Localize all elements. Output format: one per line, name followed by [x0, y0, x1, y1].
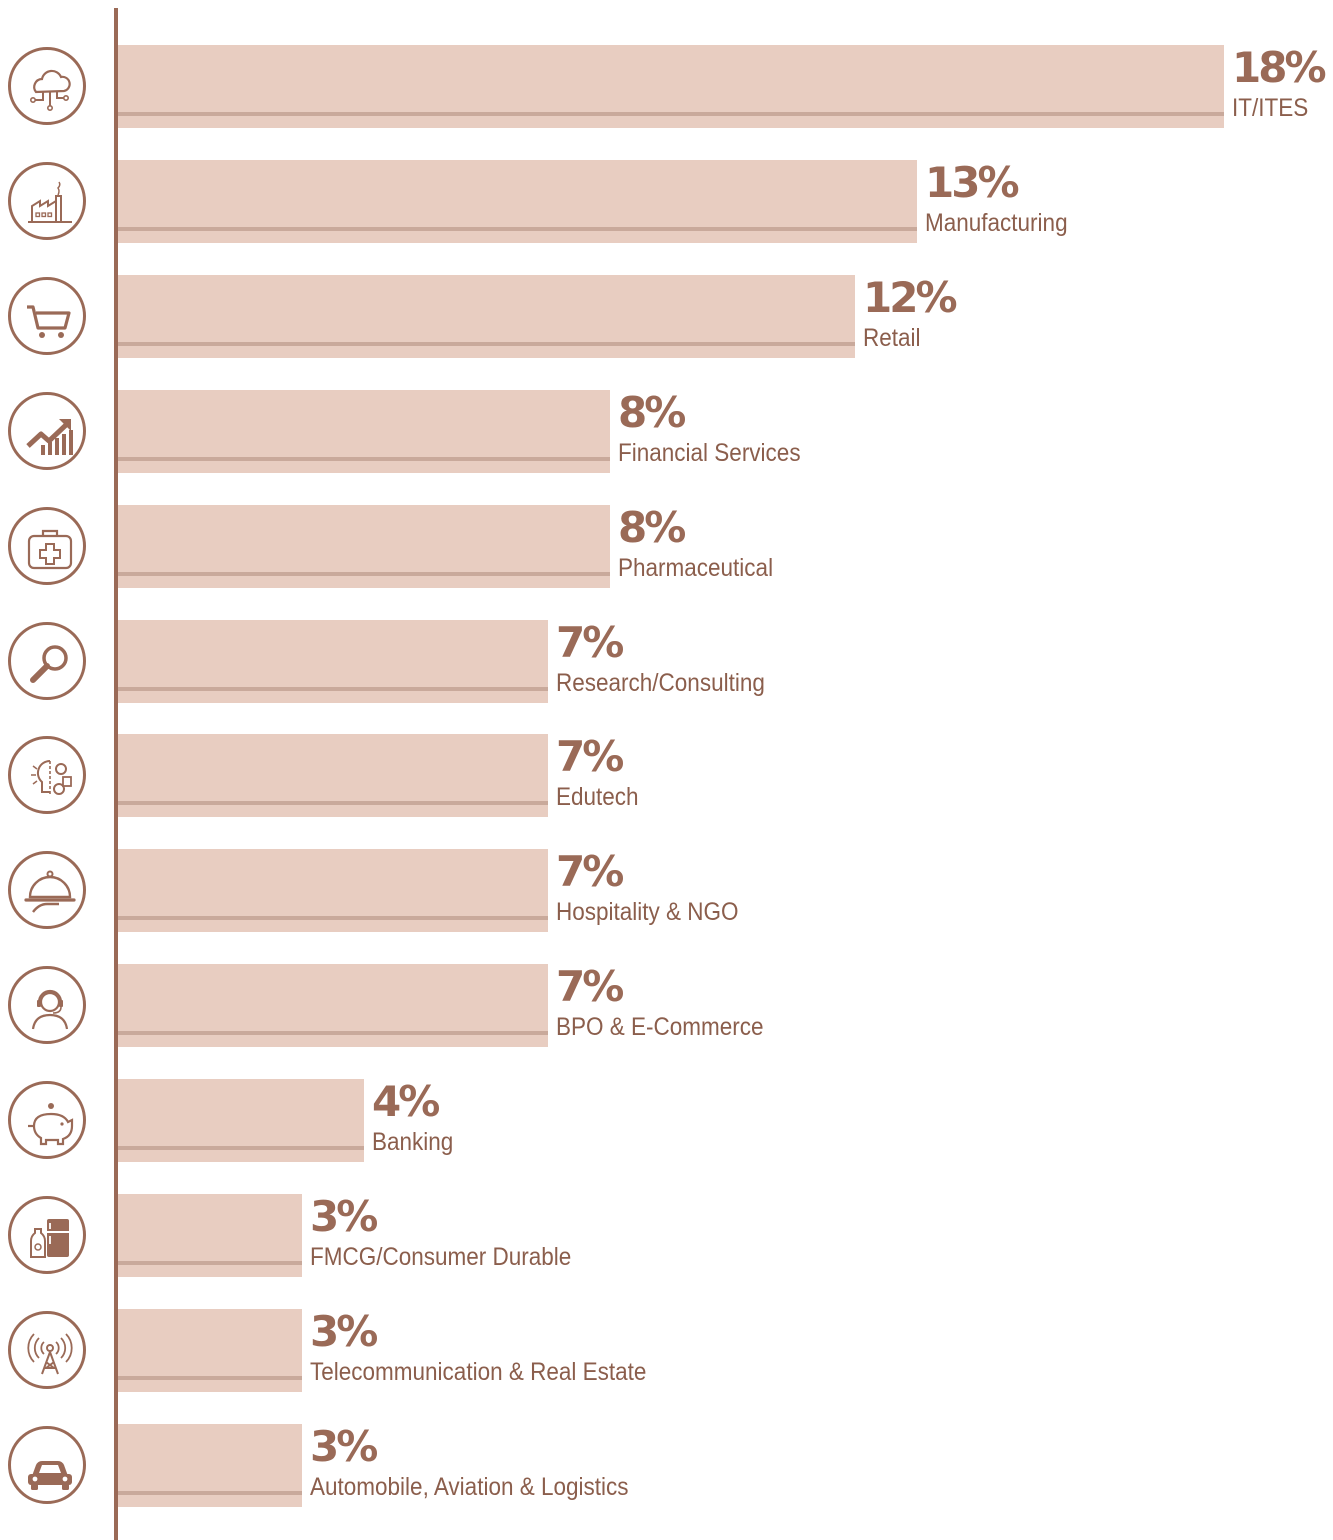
bar-shadow [118, 801, 548, 817]
growth-chart-icon [8, 392, 86, 470]
bar [118, 275, 855, 358]
bar [118, 505, 610, 588]
category-label: Pharmaceutical [618, 554, 774, 582]
bar-shadow [118, 1031, 548, 1047]
bottle-fridge-icon [8, 1196, 86, 1274]
bar-shadow [118, 227, 917, 243]
bar-shadow [118, 572, 610, 588]
bar-shadow [118, 687, 548, 703]
value-label: 8% [618, 388, 686, 437]
bar [118, 390, 610, 473]
radio-tower-icon [8, 1311, 86, 1389]
bar-shadow [118, 1261, 302, 1277]
bar [118, 734, 548, 817]
bar-shadow [118, 457, 610, 473]
value-label: 7% [556, 962, 624, 1011]
bar-shadow [118, 112, 1224, 128]
category-label: Edutech [556, 783, 639, 811]
bar-shadow [118, 916, 548, 932]
value-label: 18% [1232, 43, 1327, 92]
value-label: 8% [618, 503, 686, 552]
shopping-cart-icon [8, 277, 86, 355]
bar [118, 964, 548, 1047]
bar-shadow [118, 1146, 364, 1162]
call-center-agent-icon [8, 966, 86, 1044]
bar-row: 4% Banking [0, 1079, 1333, 1194]
bar-row: 7% Edutech [0, 734, 1333, 849]
bar-row: 3% Telecommunication & Real Estate [0, 1309, 1333, 1424]
bar-shadow [118, 1491, 302, 1507]
bar-row: 18% IT/ITES [0, 45, 1333, 160]
car-icon [8, 1426, 86, 1504]
bar-row: 8% Pharmaceutical [0, 505, 1333, 620]
bar-row: 3% Automobile, Aviation & Logistics [0, 1424, 1333, 1539]
category-label: IT/ITES [1232, 94, 1309, 122]
value-label: 7% [556, 847, 624, 896]
bar-row: 8% Financial Services [0, 390, 1333, 505]
bar-row: 12% Retail [0, 275, 1333, 390]
category-label: Banking [372, 1128, 454, 1156]
bar [118, 1194, 302, 1277]
bar [118, 620, 548, 703]
bar [118, 1424, 302, 1507]
category-label: Retail [863, 324, 921, 352]
cloud-circuit-icon [8, 47, 86, 125]
bar [118, 1079, 364, 1162]
bar-row: 13% Manufacturing [0, 160, 1333, 275]
value-label: 3% [310, 1422, 378, 1471]
category-label: Manufacturing [925, 209, 1068, 237]
first-aid-kit-icon [8, 507, 86, 585]
bar [118, 1309, 302, 1392]
value-label: 12% [863, 273, 958, 322]
value-label: 13% [925, 158, 1020, 207]
category-label: Financial Services [618, 439, 801, 467]
bar-shadow [118, 1376, 302, 1392]
value-label: 4% [372, 1077, 440, 1126]
magnifier-icon [8, 622, 86, 700]
value-label: 7% [556, 732, 624, 781]
brain-gears-icon [8, 736, 86, 814]
bar [118, 849, 548, 932]
bar [118, 45, 1224, 128]
bar [118, 160, 917, 243]
category-label: FMCG/Consumer Durable [310, 1243, 572, 1271]
category-label: Hospitality & NGO [556, 898, 739, 926]
bar-row: 7% Hospitality & NGO [0, 849, 1333, 964]
bar-shadow [118, 342, 855, 358]
bar-row: 7% Research/Consulting [0, 620, 1333, 735]
category-label: Research/Consulting [556, 669, 765, 697]
axis-line [114, 8, 118, 1540]
category-label: Telecommunication & Real Estate [310, 1358, 647, 1386]
bar-row: 7% BPO & E-Commerce [0, 964, 1333, 1079]
category-label: BPO & E-Commerce [556, 1013, 764, 1041]
value-label: 3% [310, 1192, 378, 1241]
piggy-bank-icon [8, 1081, 86, 1159]
value-label: 7% [556, 618, 624, 667]
food-cloche-icon [8, 851, 86, 929]
bar-row: 3% FMCG/Consumer Durable [0, 1194, 1333, 1309]
category-label: Automobile, Aviation & Logistics [310, 1473, 629, 1501]
factory-icon [8, 162, 86, 240]
value-label: 3% [310, 1307, 378, 1356]
